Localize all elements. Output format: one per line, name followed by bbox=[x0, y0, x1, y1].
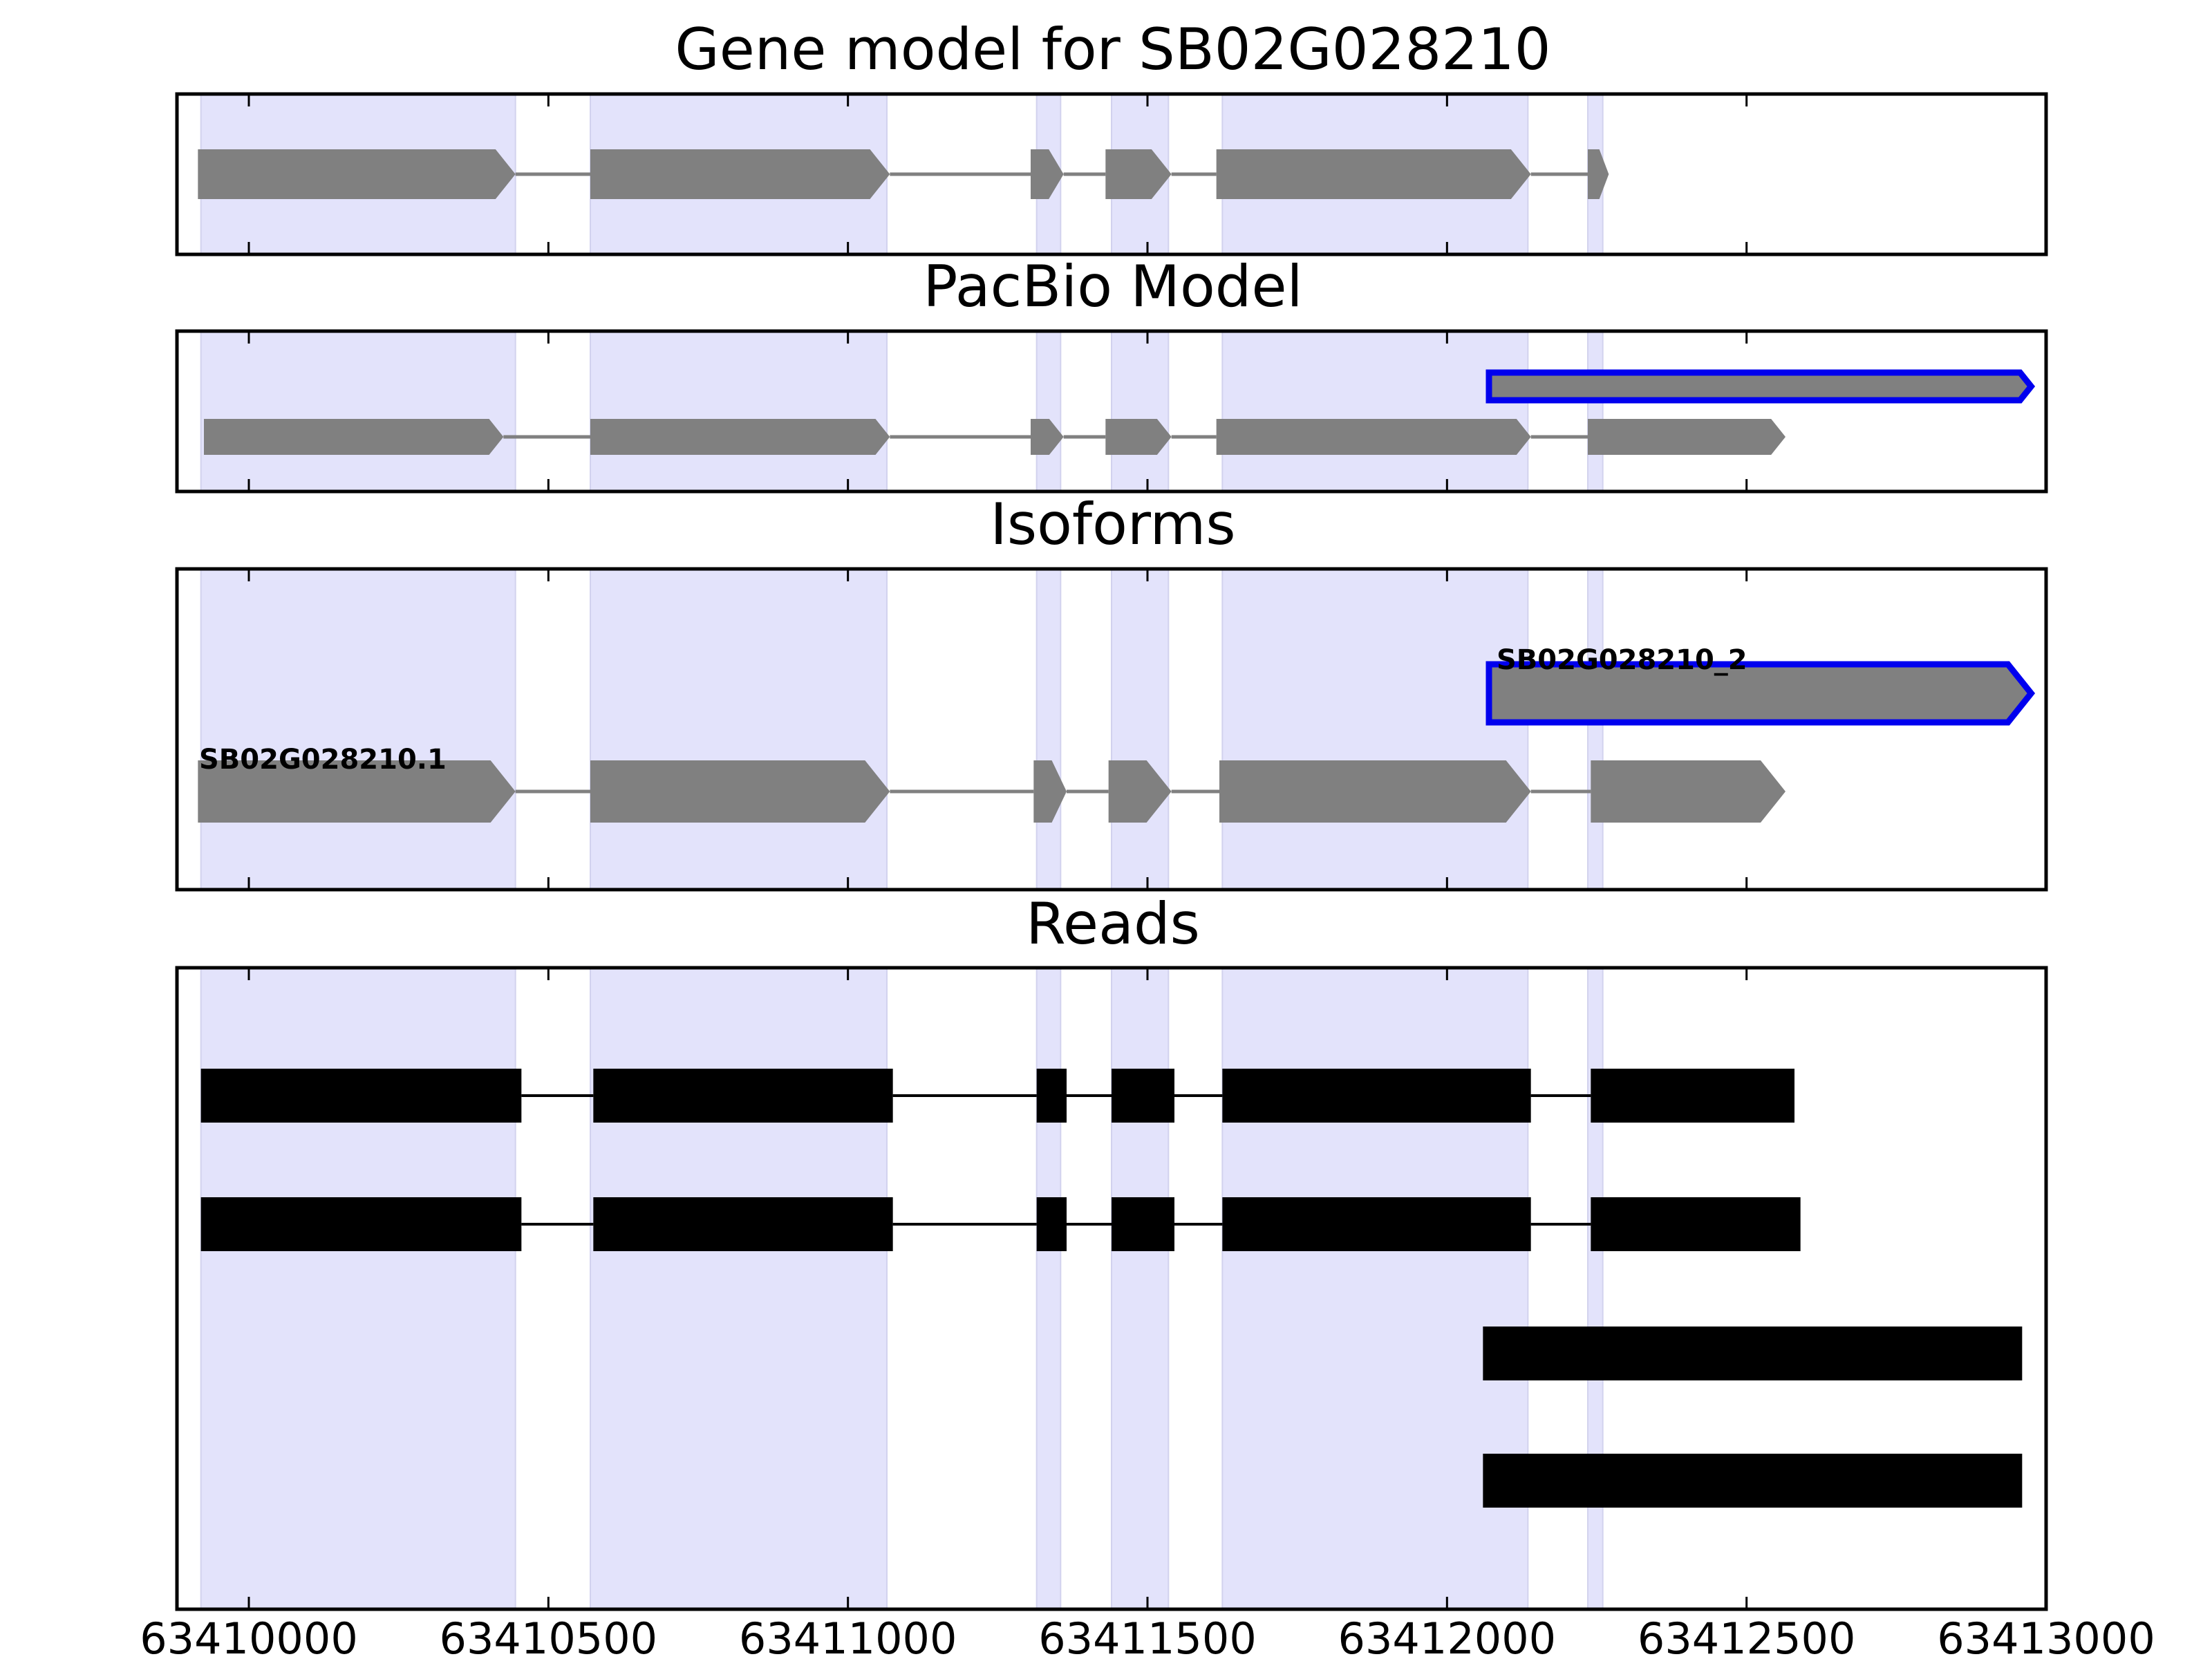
exon-highlight-band bbox=[1221, 330, 1529, 492]
selected-exon-arrow bbox=[1485, 661, 2036, 726]
x-axis-tick-labels: 63410000 63410500 63411000 63411500 63412000… bbox=[140, 1613, 2155, 1659]
selected-exon-arrow bbox=[1485, 369, 2036, 404]
exon-arrow bbox=[590, 419, 890, 455]
exon-arrow bbox=[1219, 760, 1531, 823]
exon-arrow bbox=[590, 760, 890, 823]
exon-highlight-band bbox=[590, 330, 888, 492]
read-block bbox=[593, 1069, 893, 1123]
panel-title-reads: Reads bbox=[1026, 890, 1200, 957]
exon-highlight-band bbox=[1587, 568, 1604, 890]
exon-highlight-band bbox=[590, 568, 888, 890]
x-tick-label: 63412500 bbox=[1638, 1613, 1856, 1659]
exon-highlight-band bbox=[1221, 967, 1529, 1610]
exon-highlight-band bbox=[1035, 967, 1062, 1610]
read-block bbox=[1036, 1197, 1067, 1251]
read-block bbox=[1591, 1197, 1801, 1251]
exon-arrow bbox=[1588, 149, 1609, 199]
x-tick-label: 63410000 bbox=[140, 1613, 358, 1659]
exon-arrow bbox=[198, 760, 516, 823]
exon-highlight-band bbox=[1111, 330, 1170, 492]
panel-title-pacbio-model: PacBio Model bbox=[923, 253, 1302, 320]
read-block bbox=[1591, 1069, 1794, 1123]
exon-highlight-band bbox=[200, 330, 516, 492]
exon-highlight-band bbox=[200, 568, 516, 890]
exon-arrow bbox=[204, 419, 504, 455]
exon-arrow bbox=[1105, 419, 1172, 455]
x-tick-label: 63412000 bbox=[1338, 1613, 1557, 1659]
isoform-label: SB02G028210_2 bbox=[1497, 644, 1747, 676]
exon-highlight-band bbox=[1035, 568, 1062, 890]
exon-arrow bbox=[1216, 419, 1531, 455]
exon-highlight-band bbox=[1035, 330, 1062, 492]
read-block bbox=[593, 1197, 893, 1251]
read-block bbox=[1112, 1197, 1174, 1251]
exon-highlight-band bbox=[590, 967, 888, 1610]
isoform-label: SB02G028210.1 bbox=[199, 744, 447, 776]
panel-isoforms: Isoforms SB02G028210_2 SB02G028210.1 bbox=[175, 491, 2048, 892]
read-block bbox=[1222, 1197, 1531, 1251]
exon-highlight-band bbox=[1587, 967, 1604, 1610]
x-tick-label: 63411500 bbox=[1038, 1613, 1257, 1659]
read-block bbox=[1112, 1069, 1174, 1123]
x-tick-label: 63411000 bbox=[739, 1613, 957, 1659]
read-block bbox=[200, 1197, 522, 1251]
exon-highlight-band bbox=[200, 967, 516, 1610]
exon-arrow bbox=[1588, 419, 1785, 455]
read-block bbox=[1483, 1454, 2023, 1508]
exon-arrow bbox=[1216, 149, 1531, 199]
exon-highlight-band bbox=[1221, 568, 1529, 890]
read-block bbox=[1483, 1327, 2023, 1380]
panel-reads: Reads bbox=[175, 890, 2048, 1611]
x-tick-label: 63413000 bbox=[1937, 1613, 2155, 1659]
exon-arrow bbox=[1105, 149, 1172, 199]
exon-arrow bbox=[1108, 760, 1172, 823]
exon-arrow bbox=[198, 149, 516, 199]
exon-arrow bbox=[1031, 419, 1064, 455]
exon-highlight-band bbox=[1111, 967, 1170, 1610]
read-block bbox=[1222, 1069, 1531, 1123]
panel-frame bbox=[175, 329, 2048, 494]
panel-frame bbox=[175, 966, 2048, 1611]
exon-highlight-band bbox=[1111, 568, 1170, 890]
panel-frame bbox=[175, 92, 2048, 256]
exon-arrow bbox=[1591, 760, 1785, 823]
exon-arrow bbox=[1031, 149, 1064, 199]
exon-arrow bbox=[1033, 760, 1067, 823]
x-tick-label: 63410500 bbox=[440, 1613, 658, 1659]
read-block bbox=[1036, 1069, 1067, 1123]
panel-frame bbox=[175, 567, 2048, 892]
read-block bbox=[200, 1069, 522, 1123]
exon-arrow bbox=[590, 149, 890, 199]
exon-highlight-band bbox=[1587, 330, 1604, 492]
panel-gene-model: Gene model for SB02G028210 bbox=[175, 16, 2048, 256]
panel-title-isoforms: Isoforms bbox=[990, 491, 1235, 558]
panel-title-gene-model: Gene model for SB02G028210 bbox=[675, 16, 1550, 83]
panel-pacbio-model: PacBio Model bbox=[175, 253, 2048, 494]
